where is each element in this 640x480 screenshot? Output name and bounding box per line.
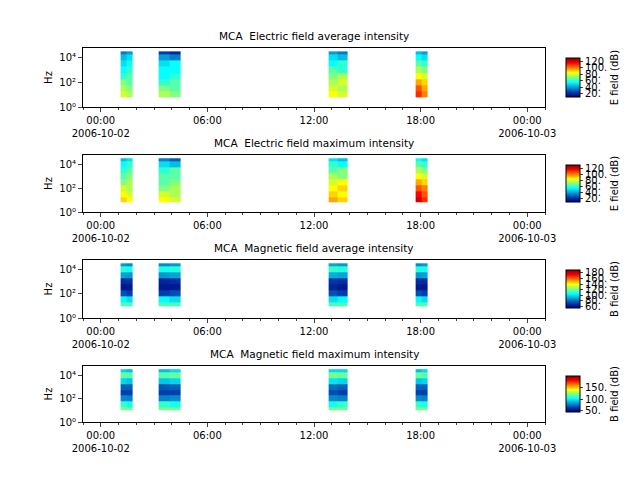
svg-text:20.: 20.: [585, 88, 601, 99]
svg-text:00:002006-10-03: 00:002006-10-03: [498, 220, 556, 244]
svg-text:10⁴: 10⁴: [59, 370, 76, 381]
svg-text:100.: 100.: [585, 169, 607, 180]
svg-text:00:002006-10-02: 00:002006-10-02: [72, 430, 130, 454]
svg-text:MCA Magnetic field average in: MCA Magnetic field average intensity: [214, 242, 414, 254]
svg-text:40.: 40.: [585, 187, 601, 198]
svg-text:E field (dB): E field (dB): [609, 50, 620, 105]
svg-text:18:00: 18:00: [406, 115, 435, 126]
svg-text:10²: 10²: [59, 393, 76, 404]
svg-text:10⁰: 10⁰: [59, 313, 76, 324]
svg-text:00:002006-10-02: 00:002006-10-02: [72, 220, 130, 244]
svg-text:120.: 120.: [585, 284, 607, 295]
svg-text:12:00: 12:00: [300, 115, 329, 126]
svg-text:100.: 100.: [585, 62, 607, 73]
svg-text:MCA Electric field maximum in: MCA Electric field maximum intensity: [214, 137, 414, 149]
svg-text:40.: 40.: [585, 82, 601, 93]
svg-text:00:002006-10-02: 00:002006-10-02: [72, 115, 130, 139]
svg-text:06:00: 06:00: [193, 430, 222, 441]
svg-text:120: 120: [585, 56, 604, 67]
svg-text:18:00: 18:00: [406, 326, 435, 337]
svg-text:10²: 10²: [59, 288, 76, 299]
svg-text:60.: 60.: [585, 301, 601, 312]
svg-text:10⁴: 10⁴: [59, 264, 76, 275]
svg-text:Hz: Hz: [43, 388, 54, 401]
svg-text:60.: 60.: [585, 181, 601, 192]
svg-text:12:00: 12:00: [300, 326, 329, 337]
svg-text:MCA Magnetic field maximum in: MCA Magnetic field maximum intensity: [210, 348, 419, 360]
svg-text:Hz: Hz: [43, 177, 54, 190]
svg-text:10⁰: 10⁰: [59, 417, 76, 428]
svg-text:00:002006-10-03: 00:002006-10-03: [498, 430, 556, 454]
svg-text:160.: 160.: [585, 273, 607, 284]
svg-text:10⁰: 10⁰: [59, 102, 76, 113]
svg-text:12:00: 12:00: [300, 220, 329, 231]
svg-text:80.: 80.: [585, 295, 601, 306]
svg-text:10²: 10²: [59, 77, 76, 88]
svg-text:06:00: 06:00: [193, 220, 222, 231]
svg-text:10⁰: 10⁰: [59, 207, 76, 218]
svg-text:Hz: Hz: [43, 71, 54, 84]
svg-text:100.: 100.: [585, 290, 607, 301]
svg-text:180: 180: [585, 267, 604, 278]
svg-text:MCA Electric field average in: MCA Electric field average intensity: [219, 30, 409, 42]
svg-text:Hz: Hz: [43, 283, 54, 296]
svg-text:00:002006-10-03: 00:002006-10-03: [498, 326, 556, 350]
svg-text:20.: 20.: [585, 193, 601, 204]
svg-text:06:00: 06:00: [193, 326, 222, 337]
svg-text:10²: 10²: [59, 183, 76, 194]
svg-text:00:002006-10-03: 00:002006-10-03: [498, 115, 556, 139]
svg-text:18:00: 18:00: [406, 430, 435, 441]
svg-text:10⁴: 10⁴: [59, 52, 76, 63]
svg-text:12:00: 12:00: [300, 430, 329, 441]
svg-text:B field (dB): B field (dB): [609, 366, 620, 422]
svg-text:00:002006-10-02: 00:002006-10-02: [72, 326, 130, 350]
svg-text:80.: 80.: [585, 175, 601, 186]
svg-text:18:00: 18:00: [406, 220, 435, 231]
svg-text:50.: 50.: [585, 405, 601, 416]
svg-text:60.: 60.: [585, 75, 601, 86]
svg-text:06:00: 06:00: [193, 115, 222, 126]
svg-text:120: 120: [585, 163, 604, 174]
svg-text:10⁴: 10⁴: [59, 159, 76, 170]
svg-text:B field (dB): B field (dB): [609, 261, 620, 317]
svg-text:100.: 100.: [585, 394, 607, 405]
svg-text:80.: 80.: [585, 69, 601, 80]
svg-text:E field (dB): E field (dB): [609, 156, 620, 211]
svg-text:140.: 140.: [585, 279, 607, 290]
svg-text:150.: 150.: [585, 382, 607, 393]
